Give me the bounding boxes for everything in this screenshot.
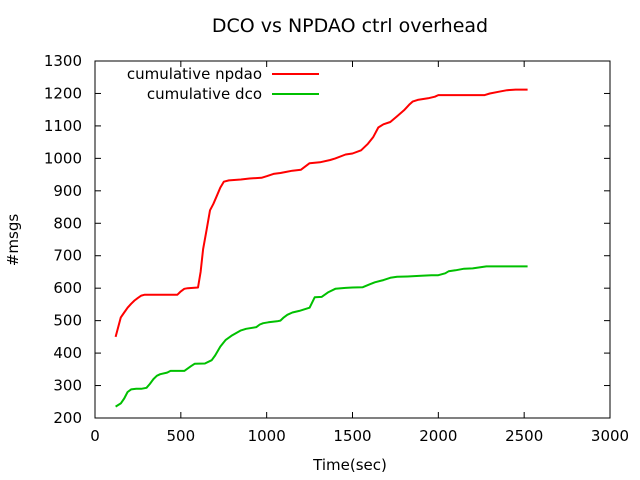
x-tick-label: 1500 xyxy=(333,427,371,445)
y-tick-label: 400 xyxy=(53,344,82,362)
y-tick-label: 1000 xyxy=(44,149,82,167)
legend-label: cumulative npdao xyxy=(127,65,262,83)
y-tick-label: 700 xyxy=(53,247,82,265)
y-tick-label: 1200 xyxy=(44,84,82,102)
y-tick-label: 900 xyxy=(53,182,82,200)
x-tick-label: 2000 xyxy=(419,427,457,445)
x-tick-label: 2500 xyxy=(505,427,543,445)
axis-ticks: 0 500 1000 1500 2000 2500 3000 200 300 400 500 600 7… xyxy=(44,52,629,445)
y-tick-label: 300 xyxy=(53,377,82,395)
plot-area-frame xyxy=(94,60,611,419)
y-tick-label: 600 xyxy=(53,279,82,297)
x-axis-label: Time(sec) xyxy=(312,456,387,474)
legend-label: cumulative dco xyxy=(147,85,262,103)
y-tick-label: 1300 xyxy=(44,52,82,70)
y-tick-label: 500 xyxy=(53,312,82,330)
y-tick-label: 1100 xyxy=(44,117,82,135)
y-tick-label: 200 xyxy=(53,409,82,427)
series-layer xyxy=(114,88,528,408)
x-tick-label: 1000 xyxy=(248,427,286,445)
y-axis-label: #msgs xyxy=(4,214,22,267)
series-line-dco xyxy=(115,265,528,408)
x-tick-label: 500 xyxy=(167,427,196,445)
chart-title: DCO vs NPDAO ctrl overhead xyxy=(212,15,488,37)
legend: cumulative npdao cumulative dco xyxy=(127,65,319,103)
series-line-npdao xyxy=(114,88,528,338)
y-tick-label: 800 xyxy=(53,214,82,232)
x-tick-label: 3000 xyxy=(591,427,629,445)
x-tick-label: 0 xyxy=(90,427,100,445)
